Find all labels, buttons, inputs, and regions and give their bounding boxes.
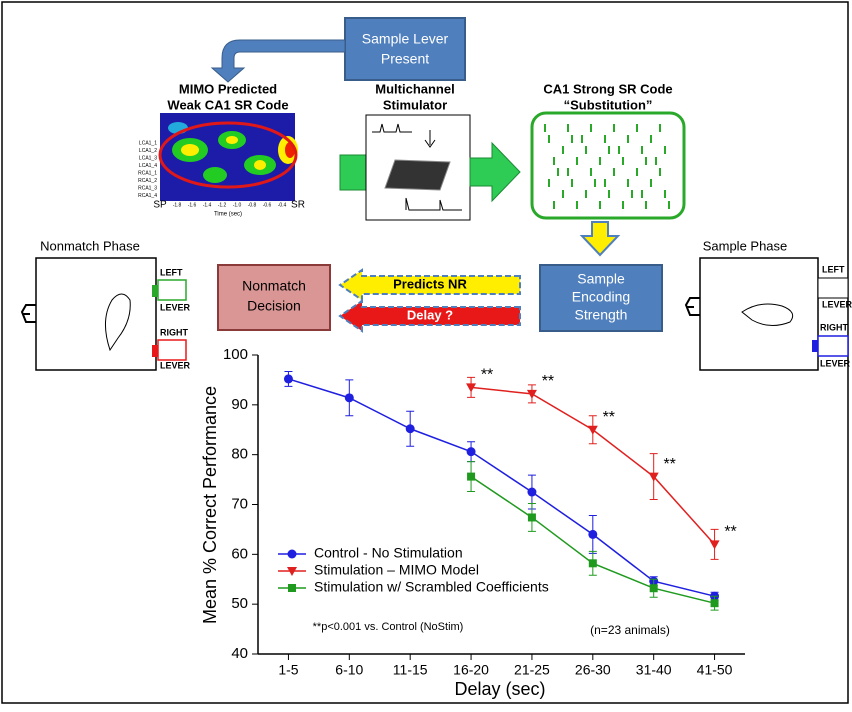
sample-note: (n=23 animals) xyxy=(590,623,670,637)
heatmap-start: SP xyxy=(153,200,167,211)
heatmap-row: LCA1_4 xyxy=(139,163,157,169)
marker xyxy=(528,513,536,521)
heatmap-tick: -1.0 xyxy=(233,202,242,208)
marker xyxy=(527,488,536,497)
lever-label: LEFT xyxy=(160,267,183,277)
y-axis-label: Mean % Correct Performance xyxy=(200,386,220,624)
heatmap-tick: -1.2 xyxy=(218,202,227,208)
heatmap-row: RCA1_4 xyxy=(138,193,157,199)
lever-label: LEVER xyxy=(820,358,851,368)
arrow-label: Predicts NR xyxy=(393,276,467,291)
y-tick-label: 70 xyxy=(231,495,248,512)
marker xyxy=(711,599,719,607)
y-tick-label: 80 xyxy=(231,446,248,463)
lever-label: LEVER xyxy=(160,360,191,370)
annotation: ** xyxy=(481,367,493,384)
marker xyxy=(589,559,597,567)
box-text: Nonmatch xyxy=(242,278,306,294)
marker xyxy=(650,584,658,592)
heatmap xyxy=(160,113,298,201)
heatmap-row: RCA1_3 xyxy=(138,185,157,191)
y-tick-label: 60 xyxy=(231,545,248,562)
marker xyxy=(288,584,296,592)
lever xyxy=(818,336,848,356)
x-tick-label: 21-25 xyxy=(514,662,550,678)
heading: Sample Phase xyxy=(703,238,788,253)
box-text: Strength xyxy=(575,307,628,323)
heatmap-tick: -1.6 xyxy=(188,202,197,208)
annotation: ** xyxy=(542,373,554,390)
box-text: Present xyxy=(381,51,429,67)
lever xyxy=(812,340,818,352)
marker xyxy=(288,550,297,559)
arrow-block xyxy=(340,155,366,190)
heading: “Substitution” xyxy=(564,97,653,112)
box-text: Sample xyxy=(577,271,625,287)
arrow-label: Delay ? xyxy=(407,307,453,322)
marker xyxy=(406,424,415,433)
annotation: ** xyxy=(663,456,675,473)
heading: Nonmatch Phase xyxy=(40,238,140,253)
heading: Multichannel xyxy=(375,81,454,96)
lever-label: RIGHT xyxy=(160,327,189,337)
heading: CA1 Strong SR Code xyxy=(543,81,672,96)
x-tick-label: 31-40 xyxy=(636,662,672,678)
y-tick-label: 100 xyxy=(223,346,248,363)
box-text: Encoding xyxy=(572,289,630,305)
sample-lever-box xyxy=(345,18,465,80)
chamber xyxy=(700,258,818,370)
heatmap-tick: -0.4 xyxy=(278,202,287,208)
heatmap-tick: -1.4 xyxy=(203,202,212,208)
heatmap-row: RCA1_2 xyxy=(138,178,157,184)
heatmap-row: LCA1_2 xyxy=(139,148,157,154)
legend-label: Stimulation – MIMO Model xyxy=(314,562,479,578)
heading: Stimulator xyxy=(383,97,447,112)
lever xyxy=(158,280,186,300)
lever xyxy=(818,278,848,298)
x-tick-label: 11-15 xyxy=(393,662,428,678)
heatmap-row: LCA1_1 xyxy=(139,140,157,146)
chip xyxy=(385,160,450,190)
y-tick-label: 50 xyxy=(231,595,248,612)
lever-label: RIGHT xyxy=(820,322,849,332)
x-tick-label: 6-10 xyxy=(335,662,363,678)
x-axis-label: Delay (sec) xyxy=(454,679,545,699)
lever xyxy=(158,340,186,360)
marker xyxy=(345,393,354,402)
legend-label: Control - No Stimulation xyxy=(314,545,463,561)
box-text: Sample Lever xyxy=(362,31,449,47)
heatmap-end: SR xyxy=(291,200,305,211)
x-tick-label: 16-20 xyxy=(453,662,489,678)
marker xyxy=(467,473,475,481)
lever-label: LEFT xyxy=(822,264,845,274)
lever xyxy=(152,345,158,357)
x-tick-label: 41-50 xyxy=(697,662,733,678)
chamber xyxy=(36,258,156,370)
heatmap-tick: -0.6 xyxy=(263,202,272,208)
heatmap-row: RCA1_1 xyxy=(138,170,157,176)
lever xyxy=(152,285,158,297)
marker xyxy=(467,447,476,456)
x-tick-label: 26-30 xyxy=(575,662,611,678)
box-text: Decision xyxy=(247,298,301,314)
footnote: **p<0.001 vs. Control (NoStim) xyxy=(313,621,464,633)
heading: MIMO Predicted xyxy=(179,81,277,96)
marker xyxy=(588,530,597,539)
figure: Sample Lever Present MIMO Predicted Weak… xyxy=(0,0,852,707)
x-tick-label: 1-5 xyxy=(278,662,298,678)
y-tick-label: 40 xyxy=(231,645,248,662)
lever-label: LEVER xyxy=(160,302,191,312)
legend-label: Stimulation w/ Scrambled Coefficients xyxy=(314,579,549,595)
heatmap-tick: -0.8 xyxy=(248,202,257,208)
heatmap-row: LCA1_3 xyxy=(139,155,157,161)
marker xyxy=(284,374,293,383)
annotation: ** xyxy=(724,524,736,541)
annotation: ** xyxy=(603,409,615,426)
y-tick-label: 90 xyxy=(231,396,248,413)
lever-label: LEVER xyxy=(822,299,852,309)
heading: Weak CA1 SR Code xyxy=(167,97,288,112)
heatmap-tick: -1.8 xyxy=(173,202,182,208)
heatmap-axis: Time (sec) xyxy=(214,212,242,218)
